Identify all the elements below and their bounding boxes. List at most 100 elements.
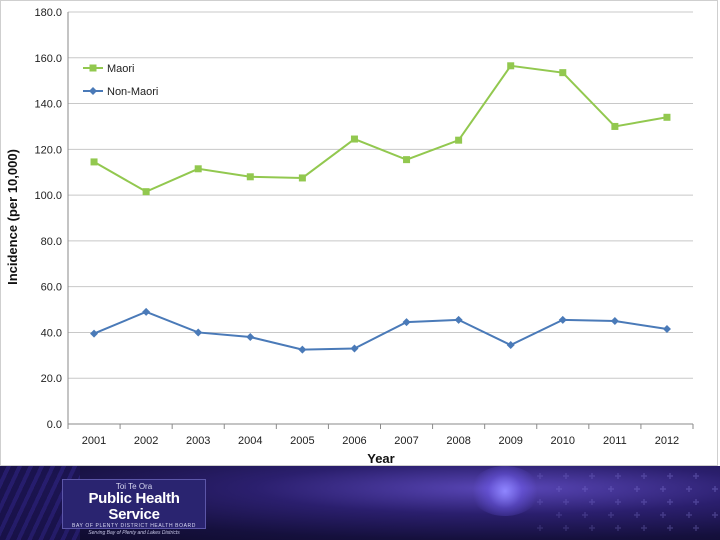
- y-tick-label: 0.0: [47, 419, 62, 431]
- tick-layer: 0.0 20.0 40.0 60.0 80.0 100.0 120.0 140.0 160.0 1…: [34, 7, 679, 447]
- footer-glow: [470, 466, 540, 516]
- footer-plus-pattern: [537, 473, 718, 531]
- plus-icon: [537, 499, 543, 505]
- plus-icon: [615, 525, 621, 531]
- series-line-non-maori: [93, 310, 668, 351]
- plus-icon: [693, 525, 699, 531]
- plus-icon: [667, 473, 673, 479]
- y-tick-label: 160.0: [34, 53, 62, 65]
- public-health-service-logo: Toi Te Ora Public Health Service BAY OF …: [62, 479, 206, 536]
- data-point-maori: [403, 156, 411, 164]
- plus-icon: [641, 499, 647, 505]
- plus-icon: [686, 486, 692, 492]
- plus-icon: [563, 525, 569, 531]
- plus-icon: [615, 499, 621, 505]
- data-point-non-maori: [90, 329, 99, 338]
- plus-icon: [563, 473, 569, 479]
- data-point-maori: [455, 136, 463, 144]
- plus-icon: [537, 473, 543, 479]
- plus-icon: [582, 512, 588, 518]
- legend-maori-marker: [89, 64, 97, 72]
- y-tick-label: 60.0: [41, 282, 62, 294]
- plus-icon: [608, 512, 614, 518]
- data-point-non-maori: [142, 307, 151, 316]
- data-point-maori: [350, 135, 358, 143]
- data-point-non-maori: [662, 325, 671, 334]
- legend: Maori Non-Maori: [83, 63, 158, 98]
- legend-maori-label: Maori: [107, 63, 135, 75]
- data-point-maori: [611, 122, 619, 130]
- x-tick-label: 2009: [498, 435, 522, 447]
- plus-icon: [712, 486, 718, 492]
- plus-icon: [608, 486, 614, 492]
- plus-icon: [660, 486, 666, 492]
- plus-icon: [660, 512, 666, 518]
- plus-icon: [589, 525, 595, 531]
- incidence-line-chart: 0.0 20.0 40.0 60.0 80.0 100.0 120.0 140.0 160.0 1…: [5, 7, 694, 466]
- data-point-maori: [194, 165, 202, 173]
- data-point-non-maori: [194, 328, 203, 337]
- logo-main-text: Public Health Service: [88, 490, 180, 523]
- data-point-non-maori: [350, 344, 359, 353]
- data-point-maori: [507, 62, 515, 70]
- y-tick-label: 80.0: [41, 236, 62, 248]
- plus-icon: [634, 486, 640, 492]
- data-point-non-maori: [298, 345, 307, 354]
- plus-icon: [582, 486, 588, 492]
- plus-icon: [667, 525, 673, 531]
- data-point-non-maori: [246, 333, 255, 342]
- plus-icon: [556, 486, 562, 492]
- x-tick-label: 2012: [655, 435, 679, 447]
- x-tick-label: 2002: [134, 435, 158, 447]
- x-tick-label: 2007: [394, 435, 418, 447]
- data-point-maori: [90, 158, 98, 166]
- y-tick-label: 20.0: [41, 373, 62, 385]
- y-tick-label: 40.0: [41, 327, 62, 339]
- plus-icon: [667, 499, 673, 505]
- y-tick-label: 120.0: [34, 144, 62, 156]
- plus-icon: [686, 512, 692, 518]
- y-tick-label: 140.0: [34, 99, 62, 111]
- x-axis-title: Year: [367, 451, 394, 466]
- y-tick-label: 100.0: [34, 190, 62, 202]
- plus-icon: [641, 473, 647, 479]
- plus-icon: [537, 525, 543, 531]
- x-tick-label: 2010: [551, 435, 575, 447]
- data-point-maori: [298, 174, 306, 182]
- data-point-maori: [663, 113, 671, 121]
- plus-icon: [615, 473, 621, 479]
- x-tick-label: 2006: [342, 435, 366, 447]
- plus-icon: [589, 499, 595, 505]
- data-point-non-maori: [402, 318, 411, 327]
- plus-icon: [693, 473, 699, 479]
- x-tick-label: 2003: [186, 435, 210, 447]
- plus-icon: [693, 499, 699, 505]
- plus-icon: [589, 473, 595, 479]
- x-tick-label: 2008: [446, 435, 470, 447]
- data-point-non-maori: [454, 315, 463, 324]
- chart-frame: 0.0 20.0 40.0 60.0 80.0 100.0 120.0 140.0 160.0 1…: [0, 0, 718, 466]
- data-point-non-maori: [558, 315, 567, 324]
- y-tick-label: 180.0: [34, 7, 62, 19]
- logo-tagline-text: Serving Bay of Plenty and Lakes District…: [88, 530, 180, 536]
- plus-icon: [556, 512, 562, 518]
- x-tick-label: 2005: [290, 435, 314, 447]
- plus-icon: [563, 499, 569, 505]
- series-line-maori: [93, 64, 668, 193]
- plus-icon: [712, 512, 718, 518]
- logo-top-text: Toi Te Ora: [115, 482, 153, 491]
- series-layer: [90, 62, 671, 354]
- x-tick-label: 2011: [603, 435, 627, 447]
- x-tick-label: 2004: [238, 435, 262, 447]
- data-point-maori: [559, 69, 567, 77]
- grid-layer: [67, 11, 694, 429]
- plus-icon: [641, 525, 647, 531]
- legend-non-maori-marker: [89, 87, 97, 95]
- y-axis-title: Incidence (per 10,000): [5, 149, 20, 285]
- x-tick-label: 2001: [82, 435, 106, 447]
- plus-icon: [634, 512, 640, 518]
- legend-non-maori-label: Non-Maori: [107, 86, 158, 98]
- data-point-non-maori: [506, 341, 515, 350]
- data-point-non-maori: [610, 317, 619, 325]
- logo-sub-text: BAY OF PLENTY DISTRICT HEALTH BOARD: [72, 523, 196, 529]
